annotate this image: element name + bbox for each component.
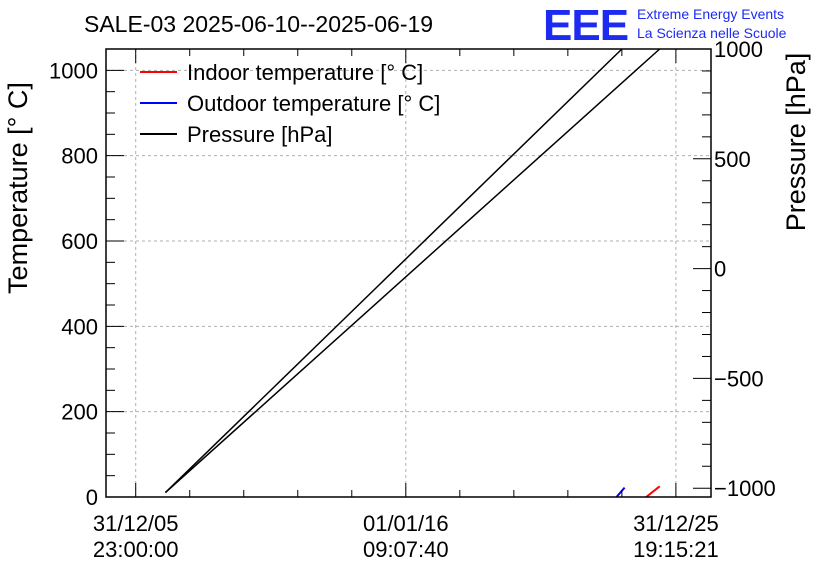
legend-label-pressure: Pressure [hPa]	[187, 122, 333, 147]
eee-logo-mark: EEE	[543, 1, 628, 50]
y-tick-label: 0	[86, 485, 98, 510]
legend-label-indoor: Indoor temperature [° C]	[187, 60, 423, 85]
logo-line-2: La Scienza nelle Scuole	[637, 25, 787, 41]
x-tick-label-time: 19:15:21	[633, 537, 719, 562]
y2-axis-label: Pressure [hPa]	[781, 53, 811, 232]
series-line-0	[645, 485, 661, 498]
y-tick-label: 400	[61, 314, 98, 339]
y-axis-label: Temperature [° C]	[3, 82, 33, 294]
x-tick-label-time: 23:00:00	[93, 537, 179, 562]
y2-tick-label: −500	[714, 366, 764, 391]
y2-tick-label: 1000	[714, 37, 763, 62]
x-tick-label-date: 31/12/05	[93, 511, 179, 536]
y2-tick-label: −1000	[714, 476, 776, 501]
plot-frame	[105, 48, 712, 498]
legend: Indoor temperature [° C] Outdoor tempera…	[140, 60, 440, 147]
y-tick-label: 600	[61, 229, 98, 254]
series-line-1	[615, 486, 626, 498]
grid-lines	[106, 49, 711, 497]
y-tick-label: 1000	[49, 58, 98, 83]
x-tick-label-time: 09:07:40	[363, 537, 449, 562]
series-line-2	[164, 48, 661, 494]
y-tick-label: 200	[61, 400, 98, 425]
y2-tick-label: 500	[714, 147, 751, 172]
eee-logo: EEE Extreme Energy Events La Scienza nel…	[543, 1, 787, 50]
plot-series	[164, 48, 661, 498]
series-line-2	[164, 48, 623, 494]
y-tick-label: 800	[61, 144, 98, 169]
y2-tick-label: 0	[714, 257, 726, 282]
chart-title: SALE-03 2025-06-10--2025-06-19	[84, 11, 433, 37]
logo-line-1: Extreme Energy Events	[637, 6, 784, 22]
x-tick-label-date: 31/12/25	[633, 511, 719, 536]
legend-label-outdoor: Outdoor temperature [° C]	[187, 91, 440, 116]
x-tick-label-date: 01/01/16	[363, 511, 449, 536]
